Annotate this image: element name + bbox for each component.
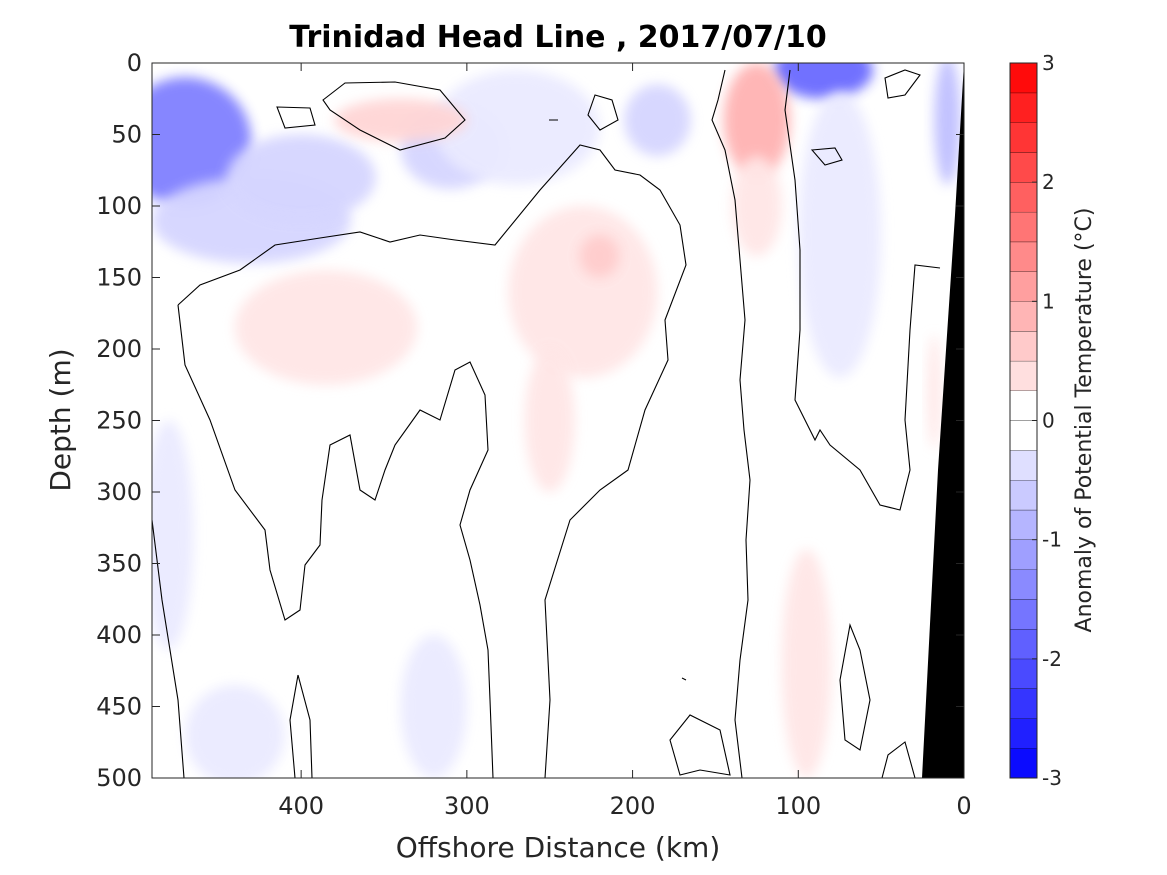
y-tick-label: 0 — [127, 49, 142, 77]
colorbar-tick-label: 1 — [1042, 289, 1055, 313]
y-tick-label: 400 — [96, 621, 142, 649]
zero-contour — [276, 106, 316, 129]
x-axis-title: Offshore Distance (km) — [396, 831, 721, 864]
colorbar-ticks: -3 -2 -1 0 1 2 3 — [1032, 51, 1062, 790]
colorbar-band — [1010, 450, 1037, 481]
colorbar-band — [1010, 152, 1037, 183]
colorbar-band — [1010, 301, 1037, 332]
y-tick-label: 450 — [96, 693, 142, 721]
zero-contour — [884, 69, 921, 99]
zero-contour — [549, 119, 687, 681]
colorbar-band — [1010, 718, 1037, 749]
x-tick-label: 200 — [610, 792, 656, 820]
cold-anomaly-region — [400, 635, 467, 778]
colorbar-tick-label: 2 — [1042, 170, 1055, 194]
zero-contour-lines — [152, 69, 941, 778]
colorbar-band — [1010, 420, 1037, 451]
colorbar-band — [1010, 360, 1037, 391]
anomaly-layer — [152, 63, 961, 778]
cold-anomaly-region — [152, 420, 194, 650]
colorbar-band — [1010, 271, 1037, 302]
zero-contour — [810, 147, 843, 166]
cold-anomaly-region — [773, 63, 873, 99]
colorbar-tick-label: 0 — [1042, 409, 1055, 433]
cold-anomaly-region — [798, 91, 882, 378]
y-tick-label: 500 — [96, 764, 142, 792]
colorbar-band — [1010, 331, 1037, 361]
colorbar-band — [1010, 599, 1037, 630]
colorbar-bands — [1010, 62, 1037, 778]
warm-anomaly-region — [927, 334, 941, 450]
colorbar-band — [1010, 539, 1037, 570]
y-tick-label: 350 — [96, 550, 142, 578]
zero-contour — [177, 144, 687, 778]
seafloor-bathymetry — [922, 63, 964, 778]
colorbar-band — [1010, 569, 1037, 600]
x-axis: 400 300 200 100 0 — [278, 63, 972, 820]
y-tick-label: 150 — [96, 264, 142, 292]
colorbar-band — [1010, 480, 1037, 510]
colorbar-band — [1010, 182, 1037, 212]
warm-anomaly-region — [508, 205, 658, 378]
x-tick-label: 0 — [956, 792, 971, 820]
colorbar: -3 -2 -1 0 1 2 3 Anomaly of Potential Temperat… — [1009, 51, 1097, 790]
plot-area — [151, 62, 965, 779]
colorbar-band — [1010, 92, 1037, 123]
zero-contour — [177, 304, 494, 778]
colorbar-tick-label: -3 — [1042, 766, 1062, 790]
colorbar-band — [1010, 211, 1037, 242]
warm-anomaly-region — [723, 63, 790, 178]
colorbar-tick-label: -1 — [1042, 528, 1062, 552]
cold-anomaly-region — [433, 70, 600, 185]
colorbar-tick-label: -2 — [1042, 647, 1062, 671]
y-tick-label: 200 — [96, 335, 142, 363]
cold-anomaly-region — [934, 63, 961, 185]
warm-anomaly-region — [334, 98, 467, 142]
zero-contour — [839, 623, 871, 751]
warm-anomaly-region — [781, 549, 832, 778]
colorbar-band — [1010, 748, 1037, 778]
zero-contour — [152, 519, 185, 778]
zero-contour — [587, 94, 619, 131]
colorbar-tick-label: 3 — [1042, 51, 1055, 75]
colorbar-title: Anomaly of Potential Temperature (°C) — [1072, 208, 1097, 633]
colorbar-band — [1010, 658, 1037, 689]
colorbar-band — [1010, 63, 1037, 93]
zero-contour — [881, 741, 916, 778]
zero-contour — [289, 674, 313, 778]
warm-anomaly-region — [732, 155, 782, 257]
y-tick-label: 100 — [96, 192, 142, 220]
zero-contour — [711, 69, 751, 778]
cold-anomaly-region — [226, 134, 376, 221]
y-tick-label: 250 — [96, 407, 142, 435]
colorbar-band — [1010, 390, 1037, 421]
y-tick-label: 50 — [111, 121, 142, 149]
cold-anomaly-region — [152, 77, 252, 206]
zero-contour — [784, 69, 941, 511]
y-tick-label: 300 — [96, 478, 142, 506]
warm-anomaly-region — [524, 349, 575, 492]
colorbar-band — [1010, 629, 1037, 659]
zero-contour — [322, 81, 466, 151]
y-axis: 0 50 100 150 200 250 300 350 400 450 500 — [96, 49, 964, 792]
zero-contour — [669, 714, 731, 776]
warm-anomaly-region — [234, 270, 418, 385]
colorbar-band — [1010, 688, 1037, 719]
cold-anomaly-region — [185, 685, 285, 778]
colorbar-band — [1010, 241, 1037, 272]
colorbar-band — [1010, 122, 1037, 153]
y-axis-title: Depth (m) — [44, 348, 77, 491]
cold-anomaly-region — [624, 84, 691, 156]
warm-anomaly-region — [579, 234, 620, 278]
x-tick-label: 300 — [444, 792, 490, 820]
x-tick-label: 400 — [278, 792, 324, 820]
chart-title: Trinidad Head Line , 2017/07/10 — [289, 20, 826, 55]
x-tick-label: 100 — [775, 792, 821, 820]
colorbar-band — [1010, 509, 1037, 540]
